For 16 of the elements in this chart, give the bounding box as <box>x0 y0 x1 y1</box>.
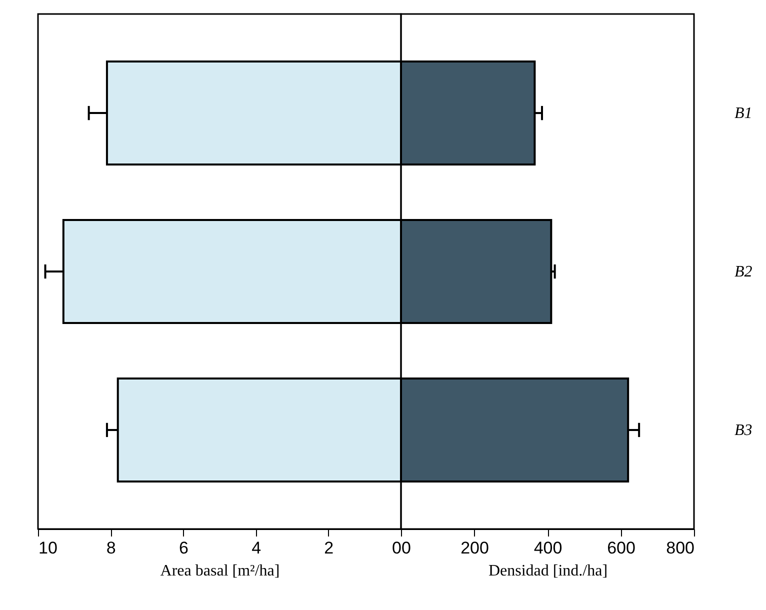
y-tick-label: B2 <box>734 264 752 280</box>
x-tick-label: 800 <box>666 538 694 558</box>
x-tick-label: 0 <box>392 538 402 558</box>
x-tick-label: 6 <box>178 538 188 558</box>
x-tick-label: 0 <box>402 538 411 558</box>
x-tick-label: 4 <box>252 538 262 558</box>
x-tick-label: 400 <box>534 538 562 558</box>
x-tick-label: 8 <box>106 538 116 558</box>
y-tick-label: B3 <box>734 422 752 439</box>
y-tick-label: B1 <box>734 105 752 122</box>
x-axis-title: Area basal [m²/ha] <box>160 562 280 580</box>
x-axis-title: Densidad [ind./ha] <box>488 562 608 580</box>
x-tick-label: 2 <box>324 538 334 558</box>
x-tick-label: 600 <box>607 538 636 558</box>
x-tick-label: 200 <box>460 538 489 558</box>
x-tick-label: 10 <box>38 538 58 558</box>
